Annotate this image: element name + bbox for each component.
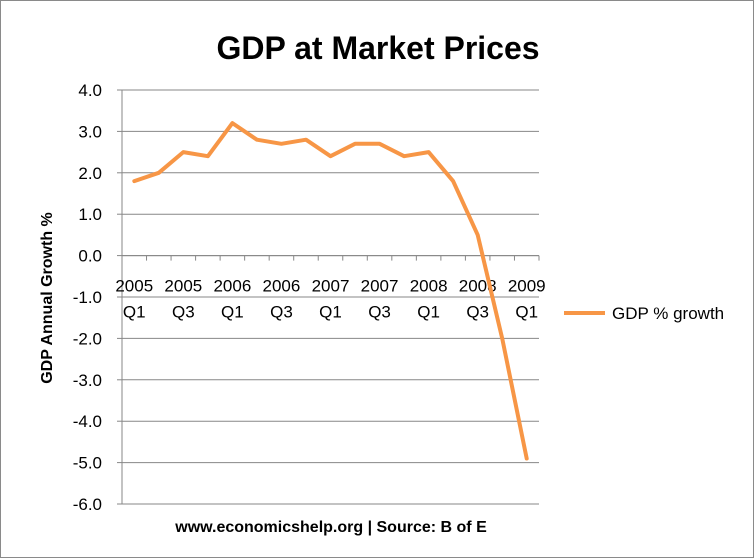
- x-tick-label-year: 2008: [410, 277, 448, 296]
- y-tick-label: 4.0: [78, 81, 102, 100]
- x-tick-label-year: 2007: [361, 277, 399, 296]
- x-tick-label-year: 2005: [115, 277, 153, 296]
- y-tick-label: -4.0: [73, 412, 102, 431]
- y-tick-label: -2.0: [73, 329, 102, 348]
- x-tick-label-quarter: Q1: [123, 303, 146, 322]
- x-axis-label: www.economicshelp.org | Source: B of E: [174, 519, 487, 536]
- x-tick-label-year: 2005: [164, 277, 202, 296]
- x-tick-label-quarter: Q1: [515, 303, 538, 322]
- legend-label: GDP % growth: [612, 304, 724, 323]
- x-tick-label-quarter: Q1: [221, 303, 244, 322]
- y-tick-label: -6.0: [73, 495, 102, 514]
- y-axis-label: GDP Annual Growth %: [39, 212, 56, 384]
- x-tick-label-year: 2007: [312, 277, 350, 296]
- y-tick-label: 1.0: [78, 205, 102, 224]
- y-tick-label: 3.0: [78, 122, 102, 141]
- x-tick-label-quarter: Q3: [368, 303, 391, 322]
- y-tick-label: -5.0: [73, 454, 102, 473]
- y-tick-labels: 4.0 3.0 2.0 1.0 0.0 -1.0 -2.0 -3.0 -4.0 -5.0 -6.0: [73, 81, 102, 514]
- x-tick-label-quarter: Q3: [270, 303, 293, 322]
- y-tick-label: 0.0: [78, 247, 102, 266]
- y-tick-label: -1.0: [73, 288, 102, 307]
- x-tick-label-year: 2009: [508, 277, 546, 296]
- x-tick-label-year: 2006: [263, 277, 301, 296]
- x-tick-label-quarter: Q3: [172, 303, 195, 322]
- x-tick-label-quarter: Q1: [319, 303, 342, 322]
- x-tick-labels: 2005 Q1 2005 Q3 2006 Q1 2006 Q3 2007 Q1 2007 Q3 2008…: [115, 277, 545, 322]
- x-tick-label-quarter: Q1: [417, 303, 440, 322]
- y-tick-label: -3.0: [73, 371, 102, 390]
- chart-title: GDP at Market Prices: [216, 30, 539, 66]
- x-tick-label-quarter: Q3: [466, 303, 489, 322]
- x-tick-label-year: 2006: [213, 277, 251, 296]
- legend: GDP % growth: [564, 304, 724, 323]
- y-tick-label: 2.0: [78, 164, 102, 183]
